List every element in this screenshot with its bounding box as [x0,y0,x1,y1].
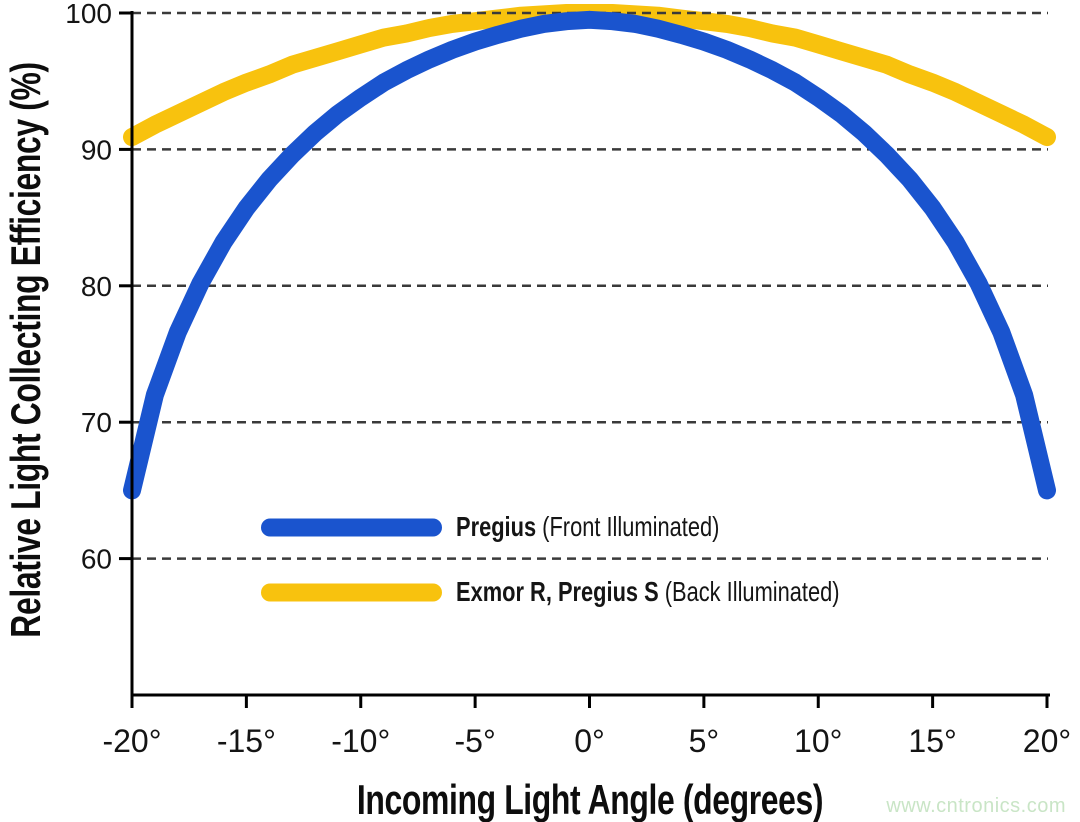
y-axis-title: Relative Light Collecting Efficiency (%) [2,62,49,638]
legend-item-exmor-suffix: (Back Illuminated) [658,576,840,607]
legend-item-exmor-r-pregius-s: Exmor R, Pregius S (Back Illuminated) [456,574,840,610]
tick-labels-layer: 100 90 80 70 60 -20° -15° -10° -5° 0° 5° 10° 15° 20° [65,0,1071,759]
x-tick-label-5: 5° [689,723,720,759]
x-tick-label-10: 10° [794,723,842,759]
y-tick-label-60: 60 [81,544,112,575]
y-tick-label-70: 70 [81,407,112,438]
back-illuminated-curve-layer [123,4,1056,147]
exmor-r-pregius-s-curve [123,4,1056,147]
axes-layer [130,11,1050,697]
legend-item-exmor-name: Exmor R, Pregius S [456,576,659,607]
x-tick-label-15: 15° [908,723,956,759]
y-tick-label-90: 90 [81,134,112,165]
x-axis-title: Incoming Light Angle (degrees) [356,776,824,822]
x-tick-label--20: -20° [102,723,161,759]
y-tick-label-80: 80 [81,271,112,302]
legend-item-pregius-name: Pregius [456,511,537,542]
legend-swatches [261,518,442,602]
watermark-text: www.cntronics.com [886,795,1066,817]
x-tick-label--10: -10° [331,723,390,759]
legend-item-pregius: Pregius (Front Illuminated) [456,509,719,545]
x-tick-label--5: -5° [455,723,496,759]
front-illuminated-curve-layer [123,10,1056,500]
x-tick-label-0: 0° [574,723,605,759]
x-tick-label--15: -15° [217,723,276,759]
pregius-curve [123,10,1056,500]
x-tick-label-20: 20° [1023,723,1071,759]
y-tick-label-100: 100 [65,0,112,29]
legend-item-pregius-suffix: (Front Illuminated) [536,511,720,542]
